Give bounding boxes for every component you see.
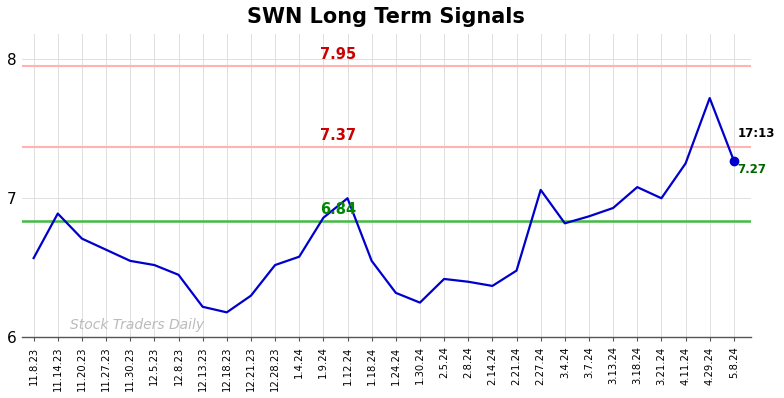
Text: Stock Traders Daily: Stock Traders Daily — [70, 318, 204, 332]
Text: 6.84: 6.84 — [320, 201, 356, 217]
Text: 7.95: 7.95 — [320, 47, 356, 62]
Text: 7.27: 7.27 — [738, 164, 767, 176]
Title: SWN Long Term Signals: SWN Long Term Signals — [247, 7, 525, 27]
Text: 17:13: 17:13 — [738, 127, 775, 140]
Text: 7.37: 7.37 — [320, 128, 356, 143]
